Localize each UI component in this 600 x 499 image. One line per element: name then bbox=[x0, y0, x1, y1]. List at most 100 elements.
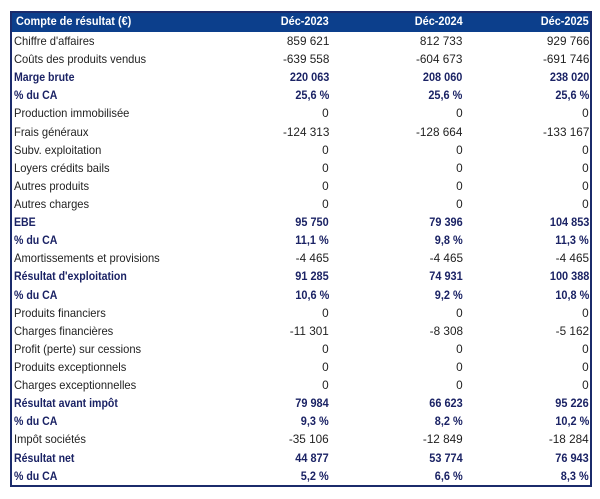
row-value: -11 301 bbox=[290, 323, 330, 338]
row-value: 6,6 % bbox=[434, 468, 463, 483]
row-label-cell: Impôt sociétés bbox=[11, 430, 204, 448]
table-row: % du CA 9,3 % 8,2 % 10,2 % bbox=[11, 412, 591, 430]
table-body: Chiffre d'affaires 859 621 812 733 929 766 C… bbox=[11, 32, 591, 486]
table-row: Produits exceptionnels 0 0 0 bbox=[11, 358, 591, 376]
row-value-cell: -128 664 bbox=[332, 123, 465, 141]
row-value: -604 673 bbox=[416, 52, 463, 67]
row-label: Résultat avant impôt bbox=[13, 396, 118, 411]
row-value: 25,6 % bbox=[555, 88, 589, 103]
row-value-cell: 929 766 bbox=[466, 32, 591, 50]
row-value: 9,3 % bbox=[301, 414, 330, 429]
table-row: Autres produits 0 0 0 bbox=[11, 177, 591, 195]
row-value-cell: 0 bbox=[332, 104, 465, 122]
row-value-cell: -5 162 bbox=[466, 322, 591, 340]
row-label: Loyers crédits bails bbox=[13, 160, 110, 175]
row-value: 25,6 % bbox=[428, 88, 463, 103]
column-header-cell: Déc-2023 bbox=[203, 12, 333, 32]
row-value: 0 bbox=[322, 305, 330, 320]
table-row: Loyers crédits bails 0 0 0 bbox=[11, 159, 591, 177]
row-label: Production immobilisée bbox=[13, 106, 129, 121]
row-label-cell: Subv. exploitation bbox=[11, 141, 204, 159]
row-value: 76 943 bbox=[555, 450, 589, 465]
row-label-cell: Marge brute bbox=[11, 68, 204, 86]
row-value-cell: 74 931 bbox=[332, 267, 465, 285]
row-value-cell: 66 623 bbox=[332, 394, 465, 412]
row-value-cell: 9,8 % bbox=[332, 231, 465, 249]
row-value: 8,2 % bbox=[434, 414, 463, 429]
row-value: -128 664 bbox=[416, 124, 463, 139]
table-row: Résultat avant impôt 79 984 66 623 95 226 bbox=[11, 394, 591, 412]
row-value-cell: 104 853 bbox=[466, 213, 591, 231]
row-value: 66 623 bbox=[429, 396, 463, 411]
table-row: Marge brute 220 063 208 060 238 020 bbox=[11, 68, 591, 86]
table-row: Amortissements et provisions -4 465 -4 465… bbox=[11, 249, 591, 267]
row-value-cell: 95 750 bbox=[204, 213, 332, 231]
row-value: 0 bbox=[455, 305, 463, 320]
row-value-cell: 91 285 bbox=[204, 267, 332, 285]
row-value: 0 bbox=[455, 341, 463, 356]
row-value: 95 750 bbox=[295, 215, 330, 230]
row-value: -124 313 bbox=[282, 124, 330, 139]
row-label: Charges financières bbox=[13, 323, 113, 338]
row-value: 9,8 % bbox=[434, 233, 463, 248]
table-title-cell: Compte de résultat (€) bbox=[11, 12, 204, 32]
row-value-cell: 79 984 bbox=[204, 394, 332, 412]
row-value: 0 bbox=[322, 160, 330, 175]
row-label: Subv. exploitation bbox=[13, 142, 101, 157]
row-value-cell: 0 bbox=[332, 376, 465, 394]
row-value: -4 465 bbox=[295, 251, 330, 266]
row-value-cell: 812 733 bbox=[332, 32, 465, 50]
row-value: 0 bbox=[322, 197, 330, 212]
row-value: 0 bbox=[455, 197, 463, 212]
row-value-cell: -124 313 bbox=[204, 123, 332, 141]
table-row: Chiffre d'affaires 859 621 812 733 929 766 bbox=[11, 32, 591, 50]
column-header-cell: Déc-2025 bbox=[465, 12, 591, 32]
row-label-cell: Amortissements et provisions bbox=[11, 249, 204, 267]
column-header-dec-2023: Déc-2023 bbox=[281, 13, 330, 28]
row-value-cell: -691 746 bbox=[466, 50, 591, 68]
row-value: 79 984 bbox=[295, 396, 330, 411]
row-label-cell: % du CA bbox=[11, 86, 204, 104]
row-value-cell: 238 020 bbox=[466, 68, 591, 86]
row-value-cell: 208 060 bbox=[332, 68, 465, 86]
row-value-cell: 53 774 bbox=[332, 449, 465, 467]
row-value: 0 bbox=[322, 341, 330, 356]
row-value-cell: 0 bbox=[204, 177, 332, 195]
row-value: 25,6 % bbox=[295, 88, 330, 103]
row-value-cell: 0 bbox=[466, 340, 591, 358]
row-value-cell: 0 bbox=[204, 104, 332, 122]
row-value: 0 bbox=[455, 178, 463, 193]
row-value: 11,1 % bbox=[295, 233, 330, 248]
row-value-cell: -35 106 bbox=[204, 430, 332, 448]
table-row: % du CA 25,6 % 25,6 % 25,6 % bbox=[11, 86, 591, 104]
row-value-cell: 0 bbox=[332, 304, 465, 322]
row-value-cell: 0 bbox=[204, 358, 332, 376]
row-value-cell: 220 063 bbox=[204, 68, 332, 86]
row-value-cell: 25,6 % bbox=[204, 86, 332, 104]
row-value: 10,8 % bbox=[555, 287, 589, 302]
row-label: Chiffre d'affaires bbox=[13, 34, 95, 49]
row-value-cell: 8,3 % bbox=[466, 467, 591, 486]
row-value-cell: 0 bbox=[332, 358, 465, 376]
row-value-cell: 0 bbox=[466, 177, 591, 195]
row-value-cell: 0 bbox=[332, 141, 465, 159]
row-value: 0 bbox=[582, 106, 589, 121]
row-value: 9,2 % bbox=[434, 287, 463, 302]
row-label-cell: Produits exceptionnels bbox=[11, 358, 204, 376]
table-row: Impôt sociétés -35 106 -12 849 -18 284 bbox=[11, 430, 591, 448]
row-value-cell: 11,3 % bbox=[466, 231, 591, 249]
row-label: Autres produits bbox=[13, 178, 89, 193]
row-value-cell: 0 bbox=[332, 177, 465, 195]
row-value: 812 733 bbox=[420, 34, 463, 49]
row-value: 53 774 bbox=[429, 450, 463, 465]
row-value-cell: 0 bbox=[204, 340, 332, 358]
row-value: 0 bbox=[582, 378, 589, 393]
row-label: % du CA bbox=[13, 88, 57, 103]
row-label: % du CA bbox=[13, 468, 57, 483]
row-value: 0 bbox=[582, 360, 589, 375]
row-label-cell: Autres produits bbox=[11, 177, 204, 195]
row-label-cell: Production immobilisée bbox=[11, 104, 204, 122]
row-value: -691 746 bbox=[542, 52, 589, 67]
row-value: -4 465 bbox=[555, 251, 589, 266]
